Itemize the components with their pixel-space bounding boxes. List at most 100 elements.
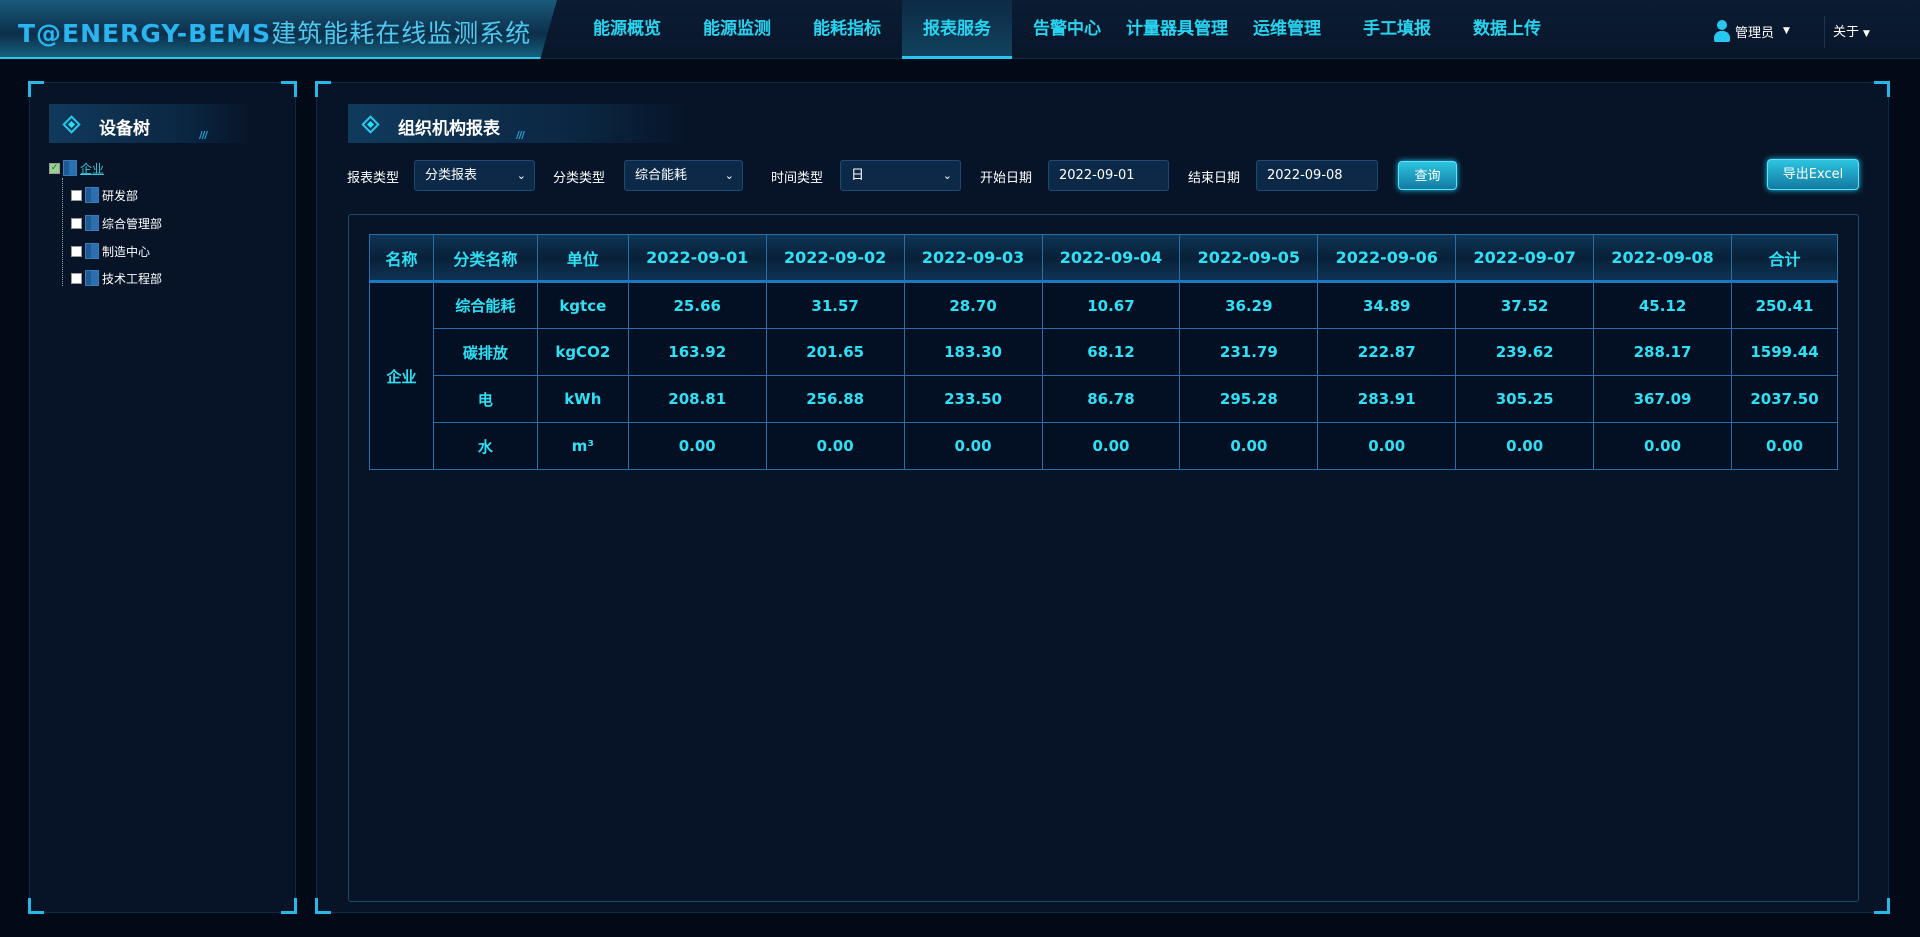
value-cell: 256.88 xyxy=(765,375,905,423)
nav-data-upload[interactable]: 数据上传 xyxy=(1473,19,1541,39)
unit-cell: kgtce xyxy=(536,281,629,329)
tree-label: 研发部 xyxy=(102,188,139,203)
nav-energy-monitor[interactable]: 能源监测 xyxy=(703,19,771,39)
nav-alarm-center[interactable]: 告警中心 xyxy=(1033,19,1101,39)
export-excel-button[interactable]: 导出Excel xyxy=(1767,159,1859,190)
start-date-input[interactable]: 2022-09-01 xyxy=(1048,160,1169,191)
user-name: 管理员 xyxy=(1735,25,1775,41)
value-cell: 0.00 xyxy=(627,422,767,470)
user-menu[interactable]: 管理员 ▼ xyxy=(1714,20,1790,42)
table-row: 企业 综合能耗 kgtce 25.66 31.57 28.70 10.67 36.29 34.8… xyxy=(369,281,1838,470)
main-nav: 能源概览 能源监测 能耗指标 报表服务 告警中心 计量器具管理 运维管理 手工填… xyxy=(572,0,1562,59)
column-header: 2022-09-05 xyxy=(1179,234,1319,283)
unit-cell: kgCO2 xyxy=(536,328,629,376)
checkbox[interactable] xyxy=(71,245,82,257)
category-cell: 综合能耗 xyxy=(432,281,538,329)
category-type-label: 分类类型 xyxy=(553,171,606,186)
value-cell: 31.57 xyxy=(765,281,905,329)
value-cell: 183.30 xyxy=(903,328,1043,376)
select-value: 综合能耗 xyxy=(635,168,688,183)
chevron-down-icon: ⌄ xyxy=(516,169,526,182)
checkbox-checked[interactable]: ✓ xyxy=(49,162,60,174)
nav-meter-management[interactable]: 计量器具管理 xyxy=(1126,19,1228,39)
query-button[interactable]: 查询 xyxy=(1398,161,1457,190)
category-cell: 碳排放 xyxy=(432,328,538,376)
building-icon xyxy=(85,243,99,259)
column-header: 名称 xyxy=(369,234,434,283)
tree-label: 综合管理部 xyxy=(102,216,163,231)
value-cell: 288.17 xyxy=(1593,328,1733,376)
end-date-input[interactable]: 2022-09-08 xyxy=(1256,160,1378,191)
value-cell: 295.28 xyxy=(1179,375,1319,423)
value-cell: 45.12 xyxy=(1593,281,1733,329)
value-cell: 1599.44 xyxy=(1731,328,1838,376)
time-type-select[interactable]: 日 ⌄ xyxy=(840,160,961,191)
value-cell: 231.79 xyxy=(1179,328,1319,376)
report-table: 名称 分类名称 单位 2022-09-01 2022-09-02 2022-09-03 20… xyxy=(369,234,1838,470)
tree-node[interactable]: 制造中心 xyxy=(71,241,150,261)
checkbox[interactable] xyxy=(71,189,82,201)
diamond-icon xyxy=(62,115,81,134)
tree-node[interactable]: 研发部 xyxy=(71,185,138,205)
checkbox[interactable] xyxy=(71,217,82,229)
column-header: 合计 xyxy=(1731,234,1838,283)
tree-label: 技术工程部 xyxy=(102,271,163,286)
column-header: 2022-09-02 xyxy=(765,234,905,283)
value-cell: 36.29 xyxy=(1179,281,1319,329)
table-row: 水 m³ 0.00 0.00 0.00 0.00 0.00 0.00 0.00 0.00 0.00 xyxy=(370,422,1838,470)
value-cell: 0.00 xyxy=(903,422,1043,470)
nav-energy-overview[interactable]: 能源概览 xyxy=(593,19,661,39)
value-cell: 283.91 xyxy=(1317,375,1457,423)
report-type-select[interactable]: 分类报表 ⌄ xyxy=(414,160,535,191)
nav-manual-entry[interactable]: 手工填报 xyxy=(1363,19,1431,39)
building-icon xyxy=(85,270,99,286)
value-cell: 0.00 xyxy=(1593,422,1733,470)
table-row: 碳排放 kgCO2 163.92 201.65 183.30 68.12 231.79 222… xyxy=(370,328,1838,376)
table-header-row: 名称 分类名称 单位 2022-09-01 2022-09-02 2022-09-03 20… xyxy=(369,234,1838,283)
nav-maintenance[interactable]: 运维管理 xyxy=(1253,19,1321,39)
tree-node[interactable]: 综合管理部 xyxy=(71,213,162,233)
value-cell: 250.41 xyxy=(1731,281,1838,329)
nav-energy-index[interactable]: 能耗指标 xyxy=(813,19,881,39)
tree-label: 企业 xyxy=(80,161,105,176)
device-tree-panel xyxy=(28,81,297,914)
value-cell: 2037.50 xyxy=(1731,375,1838,423)
checkbox[interactable] xyxy=(71,272,82,284)
value-cell: 208.81 xyxy=(627,375,767,423)
end-date-label: 结束日期 xyxy=(1188,171,1241,186)
value-cell: 163.92 xyxy=(627,328,767,376)
diamond-icon xyxy=(361,115,380,134)
top-header: T@ENERGY-BEMS建筑能耗在线监测系统 能源概览 能源监测 能耗指标 报… xyxy=(0,0,1920,59)
building-icon xyxy=(85,187,99,203)
user-icon xyxy=(1714,20,1730,42)
category-cell: 电 xyxy=(432,375,538,423)
value-cell: 233.50 xyxy=(903,375,1043,423)
tree-node-root[interactable]: ✓ 企业 xyxy=(49,158,104,178)
caret-down-icon: ▼ xyxy=(1783,26,1790,36)
start-date-label: 开始日期 xyxy=(980,171,1033,186)
value-cell: 201.65 xyxy=(765,328,905,376)
table-frame xyxy=(348,214,1859,902)
building-icon xyxy=(85,215,99,231)
select-value: 分类报表 xyxy=(425,168,478,183)
stripes-decoration: /// xyxy=(199,130,208,141)
column-header: 2022-09-04 xyxy=(1041,234,1181,283)
column-header: 单位 xyxy=(536,234,629,283)
value-cell: 0.00 xyxy=(1731,422,1838,470)
column-header: 2022-09-08 xyxy=(1593,234,1733,283)
about-menu[interactable]: 关于 ▼ xyxy=(1833,21,1870,40)
time-type-label: 时间类型 xyxy=(771,171,824,186)
category-type-select[interactable]: 综合能耗 ⌄ xyxy=(624,160,743,191)
tree-node[interactable]: 技术工程部 xyxy=(71,268,162,288)
report-panel xyxy=(315,81,1890,914)
column-header: 2022-09-06 xyxy=(1317,234,1457,283)
divider xyxy=(1824,16,1825,48)
nav-report-service[interactable]: 报表服务 xyxy=(902,0,1012,59)
select-value: 日 xyxy=(851,168,865,183)
caret-down-icon: ▼ xyxy=(1863,29,1870,39)
about-label: 关于 xyxy=(1833,25,1860,40)
logo-title: 建筑能耗在线监测系统 xyxy=(271,19,532,48)
logo-brand: T@ENERGY-BEMS xyxy=(18,19,272,48)
report-type-label: 报表类型 xyxy=(347,171,400,186)
column-header: 2022-09-01 xyxy=(627,234,767,283)
